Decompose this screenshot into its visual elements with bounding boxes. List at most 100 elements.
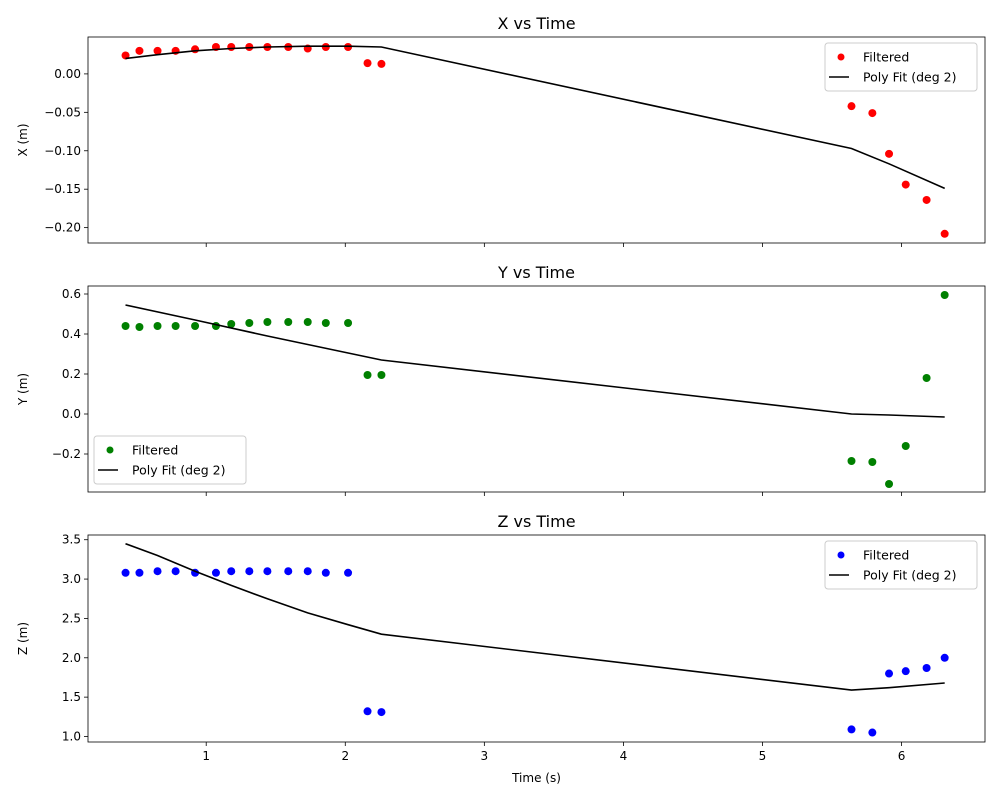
y-axis-label: Z (m) xyxy=(16,622,30,655)
filtered-point xyxy=(121,322,130,330)
filtered-point xyxy=(227,42,236,51)
filtered-point xyxy=(227,320,236,328)
legend-marker xyxy=(837,551,845,559)
filtered-point xyxy=(171,567,180,576)
axes-frame xyxy=(87,36,986,244)
filtered-point xyxy=(377,371,386,379)
x-tick-label: 6 xyxy=(898,749,906,763)
filtered-point xyxy=(263,567,272,576)
filtered-point xyxy=(153,322,162,330)
y-tick-label: 0.0 xyxy=(62,407,81,421)
subplot-1: X vs Time X (m) −0.20 −0.15 −0.10 −0.05 0.00 Fi… xyxy=(16,14,986,247)
y-tick-label: 3.0 xyxy=(62,572,81,586)
filtered-point xyxy=(245,567,254,576)
filtered-point xyxy=(901,442,910,450)
filtered-point xyxy=(377,708,386,717)
legend-box xyxy=(824,42,978,92)
y-tick-label: −0.15 xyxy=(44,182,81,196)
filtered-point xyxy=(885,480,894,488)
poly-fit-line xyxy=(125,45,946,190)
subplot-title: Y vs Time xyxy=(497,263,575,282)
legend-box xyxy=(824,540,978,590)
filtered-point xyxy=(922,664,931,673)
filtered-point xyxy=(227,567,236,576)
subplot-2: Y vs Time Y (m) −0.2 0.0 0.2 0.4 0.6 Filtered Po… xyxy=(16,263,986,496)
filtered-point xyxy=(377,59,386,68)
filtered-point xyxy=(153,567,162,576)
filtered-point xyxy=(191,45,200,54)
subplot-title: X vs Time xyxy=(497,14,575,33)
x-axis-label: Time (s) xyxy=(511,771,561,785)
subplot-title: Z vs Time xyxy=(497,512,575,531)
filtered-point xyxy=(344,319,353,327)
filtered-point xyxy=(901,667,910,676)
filtered-point xyxy=(901,180,910,189)
y-tick-label: 2.5 xyxy=(62,611,81,625)
y-tick-label: 0.6 xyxy=(62,287,81,301)
x-tick-label: 4 xyxy=(620,749,628,763)
y-axis-label: X (m) xyxy=(16,123,30,156)
legend: Filtered Poly Fit (deg 2) xyxy=(824,42,978,92)
filtered-point xyxy=(211,568,220,577)
y-tick-label: 0.4 xyxy=(62,327,81,341)
legend-box xyxy=(93,435,247,485)
filtered-point xyxy=(940,229,949,238)
filtered-point xyxy=(940,653,949,662)
axes-frame xyxy=(87,534,986,743)
y-tick-label: −0.20 xyxy=(44,221,81,235)
axes-frame xyxy=(87,285,986,493)
filtered-point xyxy=(303,318,312,326)
filtered-point xyxy=(922,374,931,382)
poly-fit-line xyxy=(125,542,945,691)
y-tick-label: 1.0 xyxy=(62,729,81,743)
legend-label: Filtered xyxy=(863,50,909,65)
y-tick-label: 2.0 xyxy=(62,651,81,665)
subplot-3: Z vs Time Z (m) Time (s) 1 2 3 4 5 6 1.0 1.5 2.0 2.5… xyxy=(16,512,986,785)
y-axis-label: Y (m) xyxy=(16,373,30,406)
filtered-point xyxy=(284,567,293,576)
filtered-point xyxy=(135,46,144,55)
filtered-point xyxy=(135,323,144,331)
y-tick-label: −0.05 xyxy=(44,105,81,119)
filtered-point xyxy=(284,318,293,326)
y-tick-label: 0.00 xyxy=(54,67,81,81)
filtered-point xyxy=(940,291,949,299)
filtered-point xyxy=(885,669,894,678)
legend-marker xyxy=(106,446,114,454)
filtered-point xyxy=(153,46,162,55)
x-tick-label: 1 xyxy=(202,749,210,763)
filtered-point xyxy=(135,568,144,577)
x-tick-label: 5 xyxy=(759,749,767,763)
filtered-point xyxy=(847,725,856,734)
filtered-point xyxy=(245,319,254,327)
subplots: X vs Time X (m) −0.20 −0.15 −0.10 −0.05 0.00 Fi… xyxy=(16,14,986,785)
filtered-point xyxy=(868,109,877,118)
filtered-point xyxy=(847,457,856,465)
filtered-point xyxy=(344,568,353,577)
y-tick-label: 1.5 xyxy=(62,690,81,704)
filtered-point xyxy=(922,195,931,204)
legend-label: Poly Fit (deg 2) xyxy=(863,70,956,85)
filtered-point xyxy=(263,318,272,326)
filtered-point xyxy=(321,319,330,327)
filtered-point xyxy=(363,371,372,379)
legend-marker xyxy=(837,53,845,61)
filtered-point xyxy=(121,568,130,577)
filtered-point xyxy=(847,102,856,111)
filtered-point xyxy=(121,51,130,60)
filtered-point xyxy=(363,59,372,68)
x-tick-label: 3 xyxy=(481,749,489,763)
filtered-point xyxy=(868,728,877,737)
poly-fit-line xyxy=(125,304,945,418)
filtered-point xyxy=(321,568,330,577)
filtered-point xyxy=(303,567,312,576)
y-tick-label: −0.10 xyxy=(44,144,81,158)
filtered-point xyxy=(885,149,894,158)
filtered-point xyxy=(363,707,372,716)
y-tick-label: 0.2 xyxy=(62,367,81,381)
filtered-point xyxy=(191,322,200,330)
y-tick-label: 3.5 xyxy=(62,533,81,547)
legend-label: Poly Fit (deg 2) xyxy=(132,463,225,478)
y-tick-label: −0.2 xyxy=(52,447,81,461)
